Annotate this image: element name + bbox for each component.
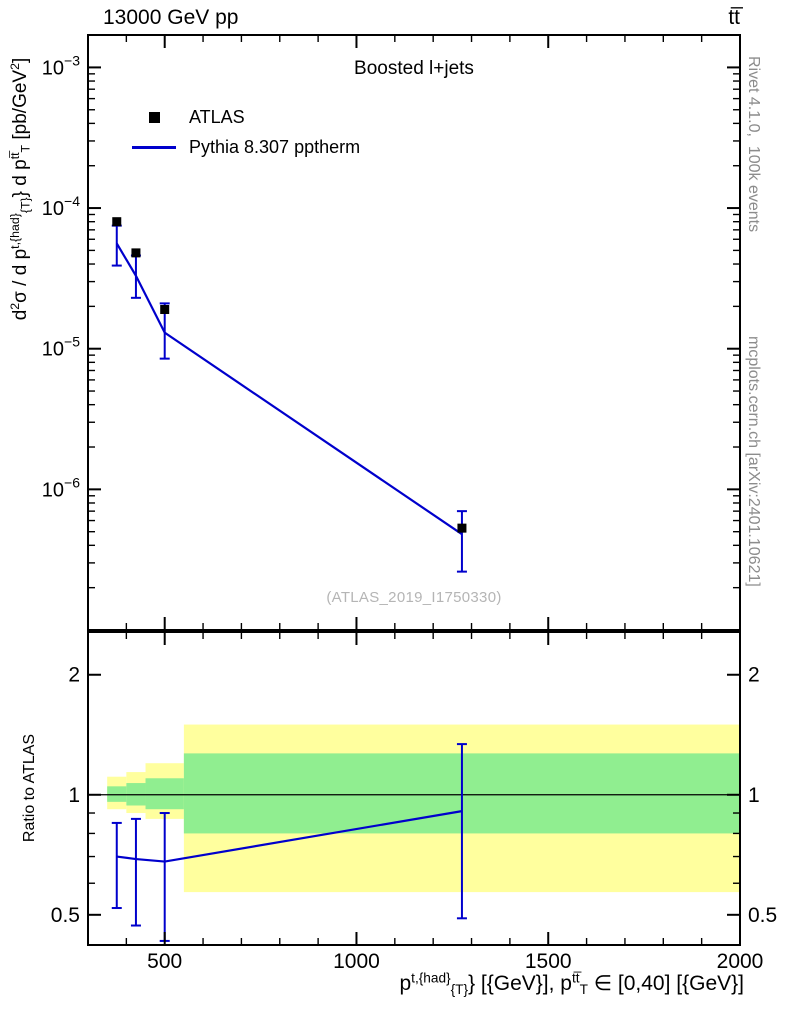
svg-text:1: 1 (748, 784, 760, 807)
legend-label-pythia: Pythia 8.307 pptherm (189, 136, 361, 157)
svg-text:1500: 1500 (525, 950, 572, 973)
process-label: tt̅ (728, 6, 740, 29)
svg-text:10−6: 10−6 (42, 474, 80, 501)
beam-energy-title: 13000 GeV pp (103, 6, 239, 29)
svg-text:500: 500 (147, 950, 182, 973)
legend-item-atlas: ATLAS (131, 102, 360, 132)
svg-text:2000: 2000 (717, 950, 764, 973)
legend-item-pythia: Pythia 8.307 pptherm (131, 132, 360, 162)
rivet-version-note: Rivet 4.1.0, 100k events (745, 56, 762, 233)
legend-label-atlas: ATLAS (189, 106, 245, 127)
plot-subtitle: Boosted l+jets (354, 58, 474, 79)
svg-text:0.5: 0.5 (51, 904, 80, 927)
svg-text:10−5: 10−5 (42, 334, 80, 361)
svg-text:1000: 1000 (333, 950, 380, 973)
analysis-watermark: (ATLAS_2019_I1750330) (326, 589, 502, 606)
y-axis-label-main: d2σ / d pt,{had}{T}} d ptt̅T [pb/GeV2] (8, 57, 33, 321)
svg-text:1: 1 (68, 784, 80, 807)
mcplots-reference-note: mcplots.cern.ch [arXiv:2401.10621] (745, 336, 762, 587)
svg-text:10−4: 10−4 (42, 193, 80, 220)
svg-text:10−3: 10−3 (42, 52, 80, 79)
legend: ATLAS Pythia 8.307 pptherm (131, 102, 360, 162)
atlas-square-marker-icon (148, 111, 160, 123)
x-axis-label: pt,{had}{T}} [{GeV}], ptt̅T ∈ [0,40] [{G… (399, 970, 744, 997)
y-axis-label-ratio: Ratio to ATLAS (21, 733, 38, 843)
svg-text:2: 2 (748, 664, 760, 687)
legend-swatch (131, 145, 177, 149)
pythia-line-marker-icon (132, 145, 176, 149)
svg-text:2: 2 (68, 664, 80, 687)
legend-swatch (131, 111, 177, 123)
svg-text:0.5: 0.5 (748, 904, 777, 927)
